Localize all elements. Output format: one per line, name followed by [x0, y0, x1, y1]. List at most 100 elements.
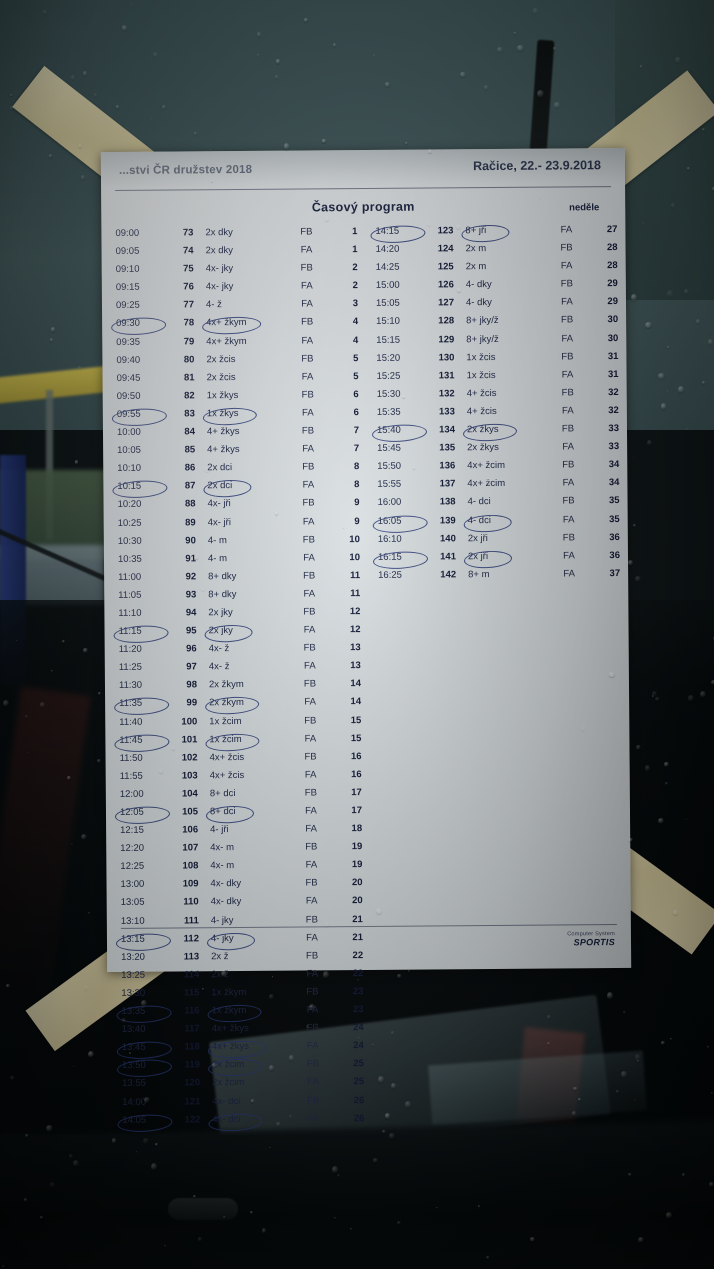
race-time: 13:55 — [122, 1078, 146, 1090]
race-time: 09:25 — [115, 300, 140, 312]
race-sequence: 35 — [608, 495, 620, 507]
race-sequence: 14 — [350, 696, 362, 708]
race-time: 11:30 — [118, 680, 143, 692]
race-sequence: 18 — [351, 823, 363, 835]
day-label: neděle — [569, 202, 600, 214]
race-number: 76 — [183, 281, 194, 293]
race-time: 15:20 — [376, 352, 401, 364]
race-final-code: FA — [306, 1004, 319, 1016]
dashboard-lower — [0, 1135, 714, 1269]
race-time: 12:00 — [119, 788, 144, 800]
race-time: 13:00 — [120, 879, 145, 891]
race-number: 108 — [182, 860, 199, 872]
race-number: 104 — [181, 788, 198, 800]
race-final-code: FA — [305, 805, 317, 817]
race-sequence: 26 — [353, 1112, 365, 1124]
race-event: 2x žcis — [206, 371, 236, 383]
race-time: 10:05 — [117, 444, 141, 457]
race-final-code: FA — [300, 280, 313, 292]
race-final-code: FA — [304, 696, 316, 708]
race-sequence: 22 — [352, 967, 364, 979]
race-time: 12:20 — [120, 842, 145, 855]
race-final-code: FB — [305, 913, 318, 926]
race-final-code: FA — [562, 477, 575, 489]
race-event: 2x jky — [208, 607, 233, 619]
race-number: 112 — [183, 932, 200, 945]
race-final-code: FA — [307, 1076, 319, 1088]
race-final-code: FB — [302, 497, 315, 509]
race-sequence: 5 — [353, 352, 359, 364]
race-sequence: 32 — [608, 404, 619, 417]
race-number: 93 — [185, 589, 197, 601]
header-event-title: ...stvi ČR družstev 2018 — [118, 163, 253, 177]
race-final-code: FB — [560, 242, 573, 254]
race-number: 122 — [184, 1113, 201, 1126]
race-time: 10:30 — [117, 535, 142, 547]
race-event: 2x žkym — [208, 679, 244, 691]
race-final-code: FB — [306, 1058, 320, 1070]
race-number: 132 — [438, 388, 455, 400]
race-event: 4- dci — [467, 496, 491, 508]
race-time: 09:40 — [116, 354, 141, 366]
race-number: 127 — [438, 297, 455, 309]
race-event: 2x m — [465, 261, 487, 273]
race-time: 10:35 — [117, 553, 142, 565]
race-final-code: FA — [301, 407, 314, 419]
race-time: 10:15 — [117, 481, 142, 493]
race-event: 4+ žcis — [466, 387, 497, 400]
race-event: 8+ dci — [209, 806, 236, 818]
race-sequence: 33 — [608, 441, 620, 453]
race-sequence: 27 — [606, 224, 618, 236]
race-number: 118 — [184, 1041, 200, 1053]
race-sequence: 12 — [349, 606, 361, 618]
race-number: 91 — [185, 553, 197, 565]
race-final-code: FB — [304, 714, 317, 727]
race-sequence: 12 — [349, 624, 361, 636]
race-sequence: 33 — [608, 423, 620, 435]
schedule-column-right: 14:15 123 8+ jři FA 27 14:20 124 2x m FB 28 14:25 1… — [369, 223, 620, 588]
race-final-code: FA — [305, 859, 318, 871]
race-time: 13:15 — [120, 933, 145, 945]
race-time: 11:50 — [119, 752, 143, 764]
race-sequence: 24 — [353, 1022, 364, 1034]
race-final-code: FA — [563, 550, 575, 562]
race-event: 4- ž — [205, 299, 222, 311]
race-time: 13:45 — [121, 1041, 146, 1054]
race-event: 4- dky — [465, 297, 492, 309]
race-event: 2x jky — [208, 625, 233, 637]
race-final-code: FA — [560, 260, 573, 272]
race-time: 09:35 — [116, 336, 141, 348]
race-time: 15:55 — [377, 479, 402, 491]
race-final-code: FB — [562, 531, 575, 544]
race-sequence: 19 — [351, 841, 363, 853]
race-event: 4x+ žcis — [209, 751, 245, 763]
race-sequence: 2 — [352, 280, 358, 292]
race-final-code: FA — [306, 968, 319, 980]
race-event: 4- dci — [467, 514, 491, 526]
race-sequence: 30 — [607, 314, 619, 326]
race-number: 73 — [182, 227, 194, 239]
race-number: 92 — [185, 571, 197, 583]
race-final-code: FB — [301, 425, 315, 437]
race-event: 1x žcis — [466, 369, 496, 381]
footer-logo: Computer System SPORTIS — [567, 931, 615, 948]
race-event: 4- m — [207, 534, 227, 546]
race-final-code: FB — [300, 262, 313, 274]
race-time: 13:50 — [121, 1060, 146, 1072]
race-time: 09:50 — [116, 390, 141, 402]
race-number: 137 — [439, 478, 456, 490]
race-final-code: FA — [562, 513, 575, 525]
race-event: 2x žkys — [467, 442, 499, 454]
race-event: 4x- m — [210, 842, 235, 854]
race-time: 11:35 — [119, 698, 143, 710]
race-sequence: 11 — [350, 569, 361, 581]
race-number: 113 — [183, 951, 200, 963]
race-time: 11:20 — [118, 643, 142, 656]
race-time: 09:00 — [115, 227, 140, 239]
race-number: 106 — [182, 824, 199, 836]
race-number: 129 — [438, 333, 455, 345]
race-number: 121 — [184, 1095, 201, 1107]
race-final-code: FB — [301, 353, 314, 365]
race-number: 138 — [439, 496, 456, 508]
race-number: 123 — [437, 225, 454, 237]
